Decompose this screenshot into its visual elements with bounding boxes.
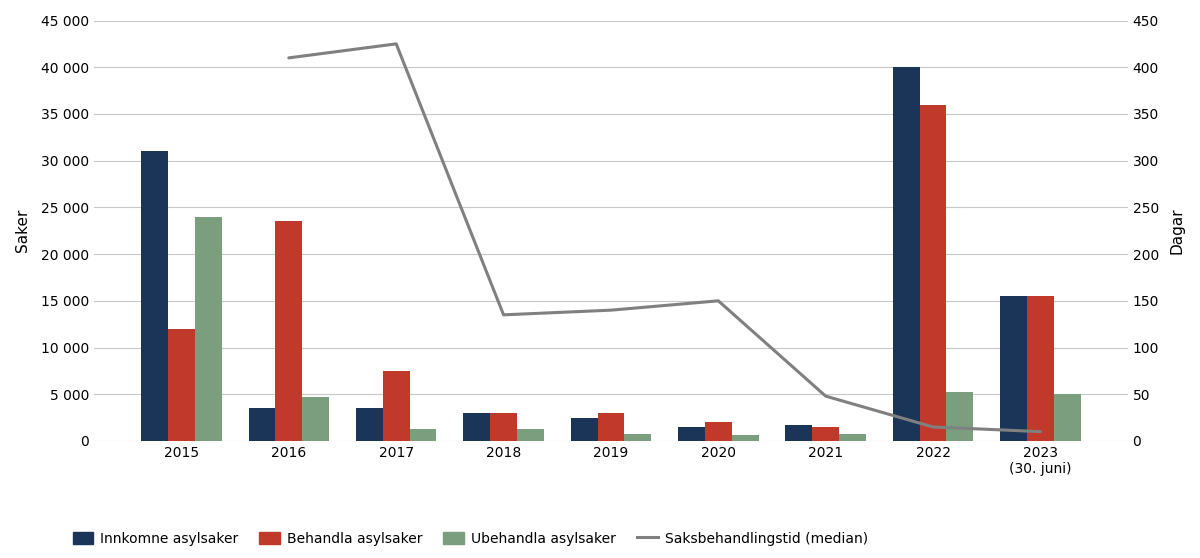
Saksbehandlingstid (median) (604, 307, 618, 314)
Bar (463, 413, 490, 441)
Bar (302, 397, 329, 441)
Bar (383, 371, 409, 441)
Bar (786, 425, 812, 441)
Bar (1054, 395, 1081, 441)
Saksbehandlingstid (median) (282, 55, 296, 61)
Bar (812, 427, 839, 441)
Y-axis label: Dagar: Dagar (1170, 208, 1186, 254)
Saksbehandlingstid (median) (389, 41, 403, 47)
Saksbehandlingstid (median) (926, 424, 941, 430)
Y-axis label: Saker: Saker (14, 209, 30, 252)
Bar (194, 217, 222, 441)
Bar (919, 104, 947, 441)
Bar (409, 429, 437, 441)
Bar (517, 429, 544, 441)
Bar (732, 435, 758, 441)
Legend: Innkomne asylsaker, Behandla asylsaker, Ubehandla asylsaker, Saksbehandlingstid : Innkomne asylsaker, Behandla asylsaker, … (67, 526, 874, 551)
Bar (142, 151, 168, 441)
Saksbehandlingstid (median) (497, 311, 511, 318)
Bar (490, 413, 517, 441)
Bar (1000, 296, 1027, 441)
Bar (704, 422, 732, 441)
Bar (1027, 296, 1054, 441)
Saksbehandlingstid (median) (818, 393, 833, 400)
Bar (624, 434, 652, 441)
Bar (356, 408, 383, 441)
Saksbehandlingstid (median) (712, 297, 726, 304)
Bar (947, 392, 973, 441)
Bar (893, 67, 919, 441)
Bar (839, 435, 866, 441)
Bar (168, 329, 194, 441)
Bar (678, 427, 704, 441)
Bar (276, 222, 302, 441)
Bar (598, 413, 624, 441)
Bar (248, 408, 276, 441)
Bar (571, 417, 598, 441)
Line: Saksbehandlingstid (median): Saksbehandlingstid (median) (289, 44, 1040, 432)
Saksbehandlingstid (median) (1033, 429, 1048, 435)
